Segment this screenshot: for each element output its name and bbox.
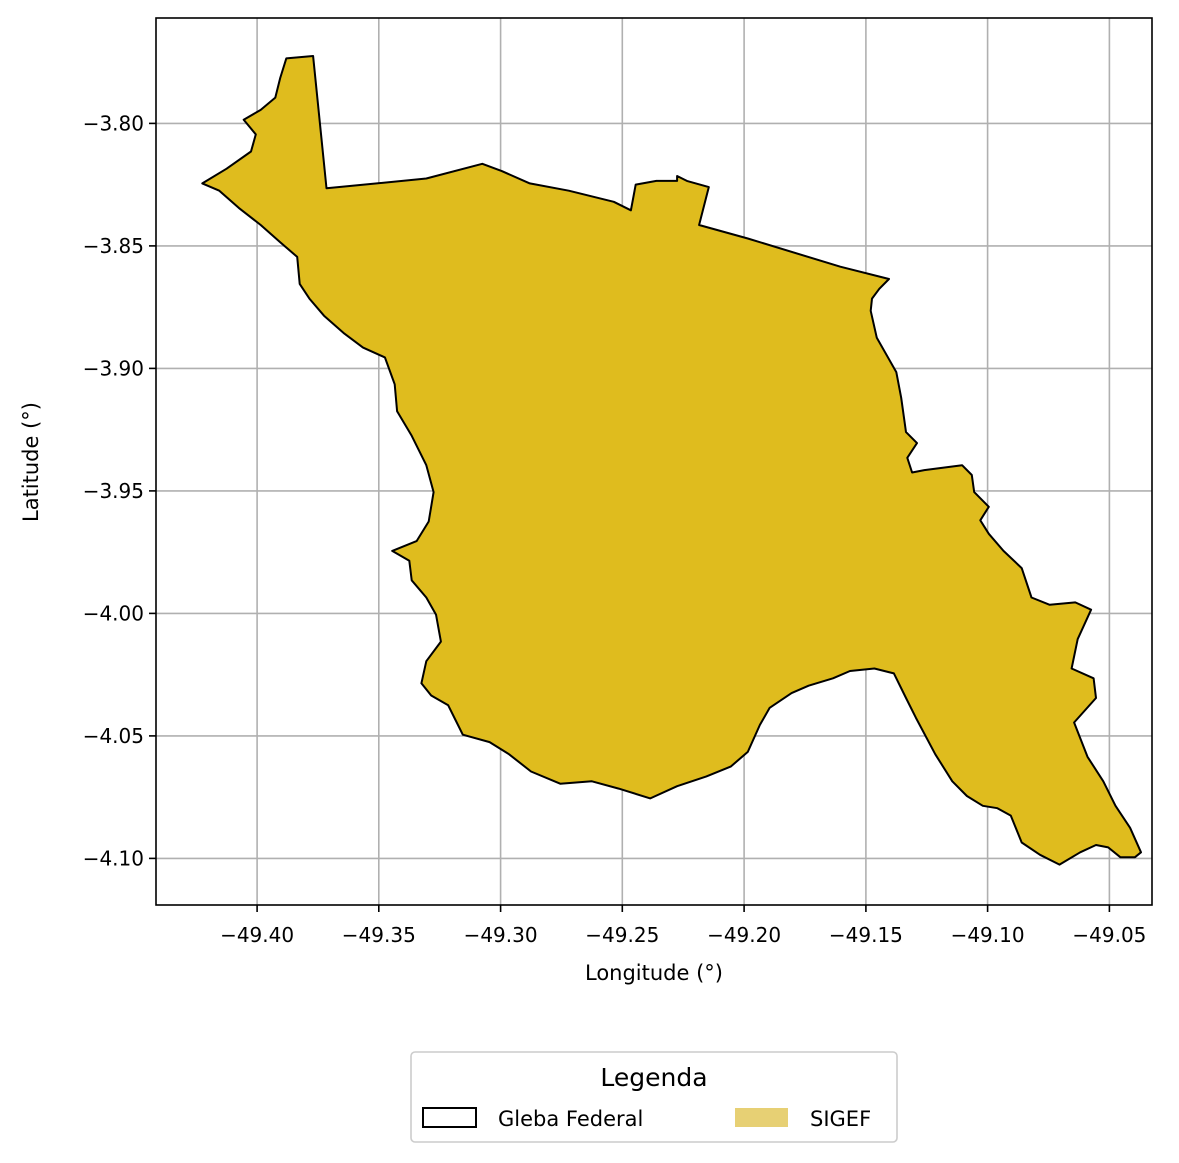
x-tick-label: −49.20: [707, 923, 781, 947]
legend-title: Legenda: [600, 1063, 707, 1092]
legend: Legenda Gleba Federal SIGEF: [410, 1051, 898, 1143]
y-axis-title: Latitude (°): [19, 402, 43, 522]
y-tick-label: −3.90: [83, 356, 144, 380]
y-tick-label: −4.10: [83, 846, 144, 870]
y-tick-label: −4.05: [83, 724, 144, 748]
x-tick-label: −49.35: [342, 923, 416, 947]
x-tick-label: −49.05: [1072, 923, 1146, 947]
legend-label-sigef: SIGEF: [810, 1107, 871, 1131]
y-tick-label: −3.85: [83, 234, 144, 258]
y-axis-ticks: −3.80 −3.85 −3.90 −3.95 −4.00 −4.05 −4.10: [83, 111, 156, 870]
x-tick-label: −49.10: [951, 923, 1025, 947]
x-tick-label: −49.15: [829, 923, 903, 947]
y-tick-label: −3.95: [83, 479, 144, 503]
y-tick-label: −3.80: [83, 111, 144, 135]
x-tick-label: −49.40: [220, 923, 294, 947]
plot-frame: [155, 17, 1153, 906]
legend-swatch-gleba-federal: [422, 1107, 477, 1128]
legend-swatch-sigef: [735, 1108, 788, 1127]
legend-label-gleba-federal: Gleba Federal: [498, 1107, 643, 1131]
x-tick-label: −49.30: [464, 923, 538, 947]
x-tick-label: −49.25: [585, 923, 659, 947]
x-axis-title: Longitude (°): [585, 961, 723, 985]
x-axis-ticks: −49.40 −49.35 −49.30 −49.25 −49.20 −49.15 −49.…: [220, 905, 1146, 947]
y-tick-label: −4.00: [83, 601, 144, 625]
gleba-federal-polygon: [201, 55, 1142, 866]
